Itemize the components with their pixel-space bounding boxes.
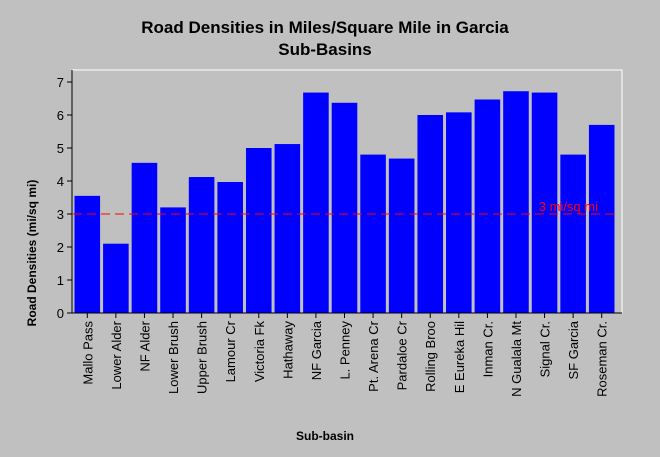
bar [531, 92, 558, 313]
bar [274, 144, 301, 313]
chart-subtitle: Sub-Basins [278, 40, 372, 59]
x-tick-label: L. Penney [338, 321, 353, 380]
bar [131, 162, 158, 313]
y-tick-label: 2 [57, 240, 64, 255]
x-tick-label: Hathaway [280, 321, 295, 379]
bars [74, 91, 615, 314]
x-tick-label: Mallo Pass [80, 321, 95, 385]
y-tick-label: 5 [57, 141, 64, 156]
y-tick-label: 7 [57, 75, 64, 90]
y-tick-label: 6 [57, 108, 64, 123]
bar [446, 112, 472, 313]
x-tick-label: Pardaloe Cr [395, 320, 410, 390]
y-axis-label: Road Densities (mi/sq mi) [25, 180, 39, 327]
chart-title: Road Densities in Miles/Square Mile in G… [141, 18, 509, 37]
x-tick-label: Lower Alder [109, 320, 124, 389]
y-axis: 0 1 2 3 4 5 6 7 [57, 75, 72, 321]
x-tick-label: NF Garcia [309, 320, 324, 380]
x-tick-label: Rolling Broo [423, 321, 438, 392]
bar [245, 148, 272, 313]
bar [388, 158, 415, 313]
bar [74, 195, 101, 313]
y-tick-label: 0 [57, 306, 64, 321]
x-tick-label: Signal Cr. [538, 321, 553, 377]
x-axis: Mallo Pass Lower Alder NF Alder Lower Brush… [80, 313, 610, 397]
bar [474, 99, 501, 314]
bar [217, 181, 243, 313]
bar [188, 177, 215, 313]
x-tick-label: Pt. Arena Cr [366, 320, 381, 391]
y-tick-label: 4 [57, 174, 64, 189]
x-axis-label: Sub-basin [296, 429, 354, 443]
reference-line-label: 3 mi/sq mi [539, 199, 598, 214]
bar [503, 91, 529, 314]
x-tick-label: E Eureka Hil [452, 321, 467, 393]
bar [560, 154, 586, 313]
x-tick-label: Lower Brush [166, 321, 181, 394]
x-tick-label: Inman Cr. [480, 321, 495, 377]
x-tick-label: Lamour Cr [223, 320, 238, 382]
x-tick-label: N Gualala Mt [509, 321, 524, 397]
reference-line-group: 3 mi/sq mi [73, 199, 616, 215]
x-tick-label: Roseman Cr. [595, 321, 610, 397]
y-tick-label: 1 [57, 273, 64, 288]
bar [303, 92, 329, 313]
x-tick-label: Upper Brush [195, 321, 210, 394]
y-tick-label: 3 [57, 207, 64, 222]
bar [103, 243, 129, 313]
bar [588, 124, 615, 314]
x-tick-label: NF Alder [137, 320, 152, 371]
bar [160, 207, 186, 313]
x-tick-label: SF Garcia [566, 320, 581, 379]
bar [360, 154, 386, 313]
x-tick-label: Victoria Fk [252, 321, 267, 383]
bar [331, 102, 358, 313]
